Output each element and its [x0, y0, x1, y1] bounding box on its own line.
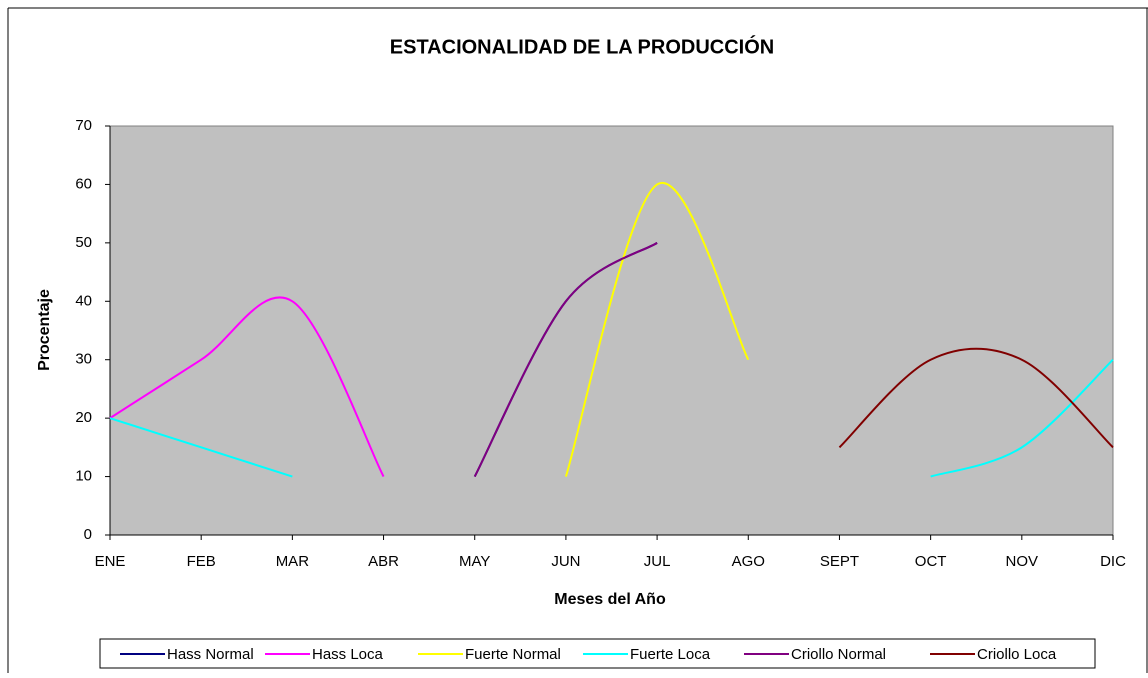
y-tick-label: 20	[75, 409, 92, 426]
y-tick-label: 40	[75, 292, 92, 309]
x-tick-label: JUN	[551, 553, 580, 570]
series-line	[564, 181, 750, 477]
y-tick-label: 30	[75, 351, 92, 368]
legend-label: Fuerte Normal	[465, 646, 561, 663]
x-tick-label: OCT	[915, 553, 947, 570]
x-tick-label: MAY	[459, 553, 490, 570]
y-tick-label: 70	[75, 117, 92, 134]
series-line	[473, 242, 658, 478]
y-tick-label: 10	[75, 468, 92, 485]
legend-label: Fuerte Loca	[630, 646, 711, 663]
x-tick-label: FEB	[187, 553, 216, 570]
legend-label: Hass Loca	[312, 646, 384, 663]
x-axis-title: Meses del Año	[554, 591, 666, 608]
series-line	[109, 358, 1114, 478]
legend-label: Criollo Normal	[791, 646, 886, 663]
x-tick-label: MAR	[276, 553, 310, 570]
legend-label: Hass Normal	[167, 646, 254, 663]
series-line	[109, 296, 385, 478]
chart-title: ESTACIONALIDAD DE LA PRODUCCIÓN	[390, 34, 774, 58]
x-tick-label: JUL	[644, 553, 671, 570]
x-tick-label: NOV	[1006, 553, 1039, 570]
plot-area	[109, 125, 1114, 536]
x-tick-label: DIC	[1100, 553, 1126, 570]
legend-label: Criollo Loca	[977, 646, 1057, 663]
x-tick-label: ENE	[95, 553, 126, 570]
series-line	[838, 347, 1114, 449]
y-tick-label: 0	[84, 526, 92, 543]
y-tick-label: 60	[75, 175, 92, 192]
x-tick-label: AGO	[732, 553, 765, 570]
y-tick-label: 50	[75, 234, 92, 251]
y-axis-title: Procentaje	[36, 289, 53, 371]
x-tick-label: SEPT	[820, 553, 859, 570]
x-tick-label: ABR	[368, 553, 399, 570]
